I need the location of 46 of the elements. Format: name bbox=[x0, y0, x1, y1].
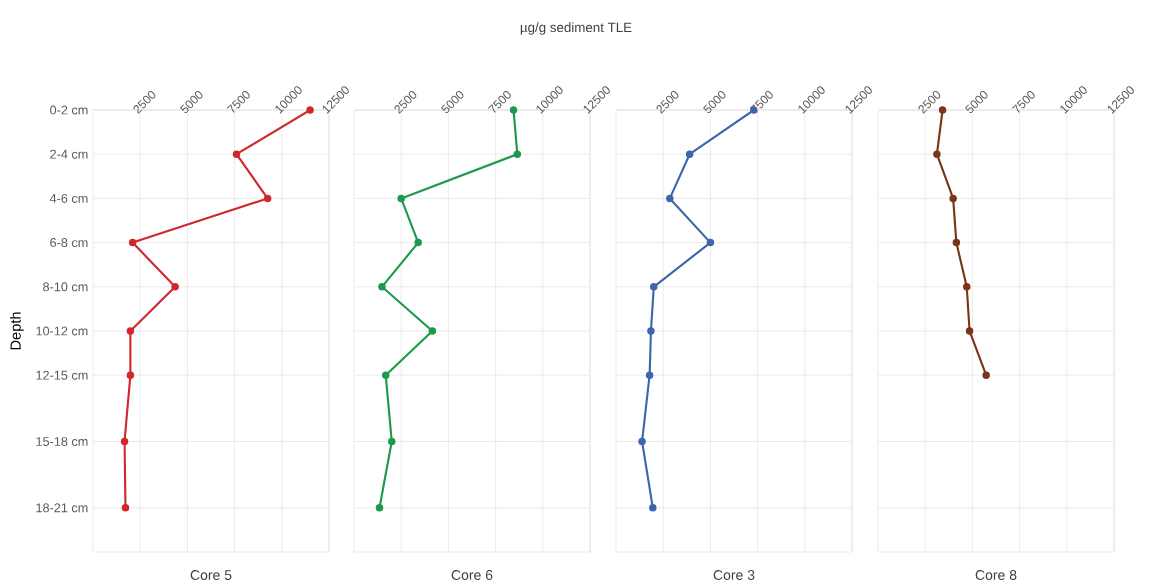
y-tick-label: 15-18 cm bbox=[36, 437, 88, 446]
point bbox=[647, 327, 655, 335]
point bbox=[263, 194, 272, 203]
x-axis-title: Core 6 bbox=[451, 570, 493, 580]
point bbox=[306, 106, 314, 114]
point bbox=[397, 194, 405, 203]
y-tick-label: 18-21 cm bbox=[36, 503, 88, 513]
point bbox=[121, 504, 130, 512]
point bbox=[952, 238, 961, 247]
y-tick-label: 8-10 cm bbox=[43, 282, 88, 292]
point bbox=[375, 504, 384, 512]
x-axis-title: Core 5 bbox=[190, 570, 232, 580]
point bbox=[381, 371, 390, 379]
point bbox=[232, 150, 241, 158]
point bbox=[649, 504, 657, 512]
point bbox=[933, 150, 941, 158]
point bbox=[171, 283, 179, 291]
x-axis-title: Core 8 bbox=[975, 570, 1017, 580]
point bbox=[949, 194, 957, 203]
point bbox=[650, 283, 658, 291]
y-axis-title: Depth bbox=[10, 312, 24, 350]
point bbox=[666, 194, 674, 203]
point bbox=[685, 150, 694, 158]
point bbox=[126, 327, 135, 335]
y-tick-label: 12-15 cm bbox=[36, 370, 88, 380]
point bbox=[378, 283, 386, 291]
point bbox=[128, 238, 137, 247]
y-tick-label: 4-6 cm bbox=[49, 193, 88, 203]
y-tick-label: 6-8 cm bbox=[50, 238, 88, 248]
point bbox=[388, 437, 396, 446]
point bbox=[965, 327, 974, 335]
point bbox=[982, 371, 990, 379]
y-tick-label: 10-12 cm bbox=[36, 326, 88, 336]
x-axis-title: Core 3 bbox=[713, 570, 755, 580]
point bbox=[645, 371, 654, 379]
chart-title: µg/g sediment TLE bbox=[520, 22, 632, 35]
point bbox=[963, 283, 971, 291]
point bbox=[428, 327, 437, 335]
point bbox=[638, 437, 646, 446]
point bbox=[513, 150, 522, 158]
y-tick-label: 0-2 cm bbox=[50, 105, 88, 115]
point bbox=[414, 238, 422, 247]
point bbox=[126, 371, 135, 379]
point bbox=[706, 238, 715, 247]
y-tick-label: 2-4 cm bbox=[50, 149, 88, 159]
point bbox=[120, 437, 129, 446]
